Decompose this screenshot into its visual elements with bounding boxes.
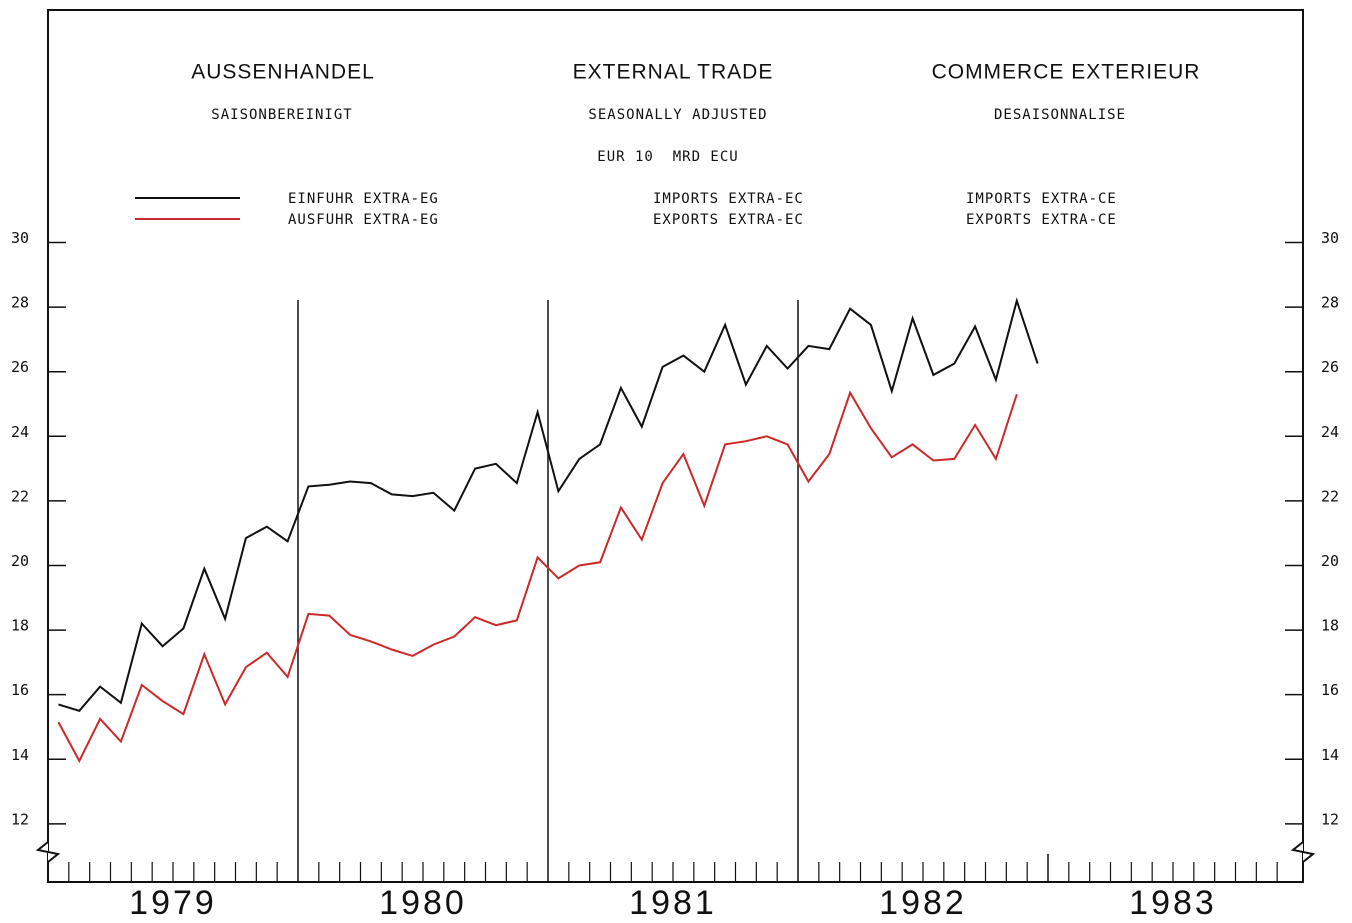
subtitle-en: SEASONALLY ADJUSTED bbox=[588, 107, 767, 123]
x-tick-label: 1979 bbox=[129, 884, 217, 922]
y-tick-label: 28 bbox=[1321, 294, 1339, 312]
y-tick-label: 30 bbox=[11, 229, 29, 247]
y-tick-label: 22 bbox=[11, 487, 29, 505]
x-tick-label: 1981 bbox=[629, 884, 717, 922]
y-tick-label: 22 bbox=[1321, 487, 1339, 505]
x-tick-label: 1983 bbox=[1129, 884, 1217, 922]
y-tick-label: 16 bbox=[1321, 681, 1339, 699]
y-tick-label: 18 bbox=[11, 617, 29, 635]
y-tick-label: 18 bbox=[1321, 617, 1339, 635]
legend-label: EINFUHR EXTRA-EG bbox=[288, 191, 439, 207]
y-tick-label: 28 bbox=[11, 294, 29, 312]
y-tick-label: 24 bbox=[11, 423, 29, 441]
legend-label: IMPORTS EXTRA-CE bbox=[966, 191, 1117, 207]
axis-break bbox=[1290, 841, 1316, 863]
subtitle-fr: DESAISONNALISE bbox=[994, 107, 1126, 123]
legend-label: EXPORTS EXTRA-CE bbox=[966, 212, 1117, 228]
axis-break bbox=[35, 841, 61, 863]
y-tick-label: 16 bbox=[11, 681, 29, 699]
y-tick-label: 20 bbox=[1321, 552, 1339, 570]
title-en: EXTERNAL TRADE bbox=[573, 61, 774, 84]
y-tick-label: 26 bbox=[11, 358, 29, 376]
legend-label: IMPORTS EXTRA-EC bbox=[653, 191, 804, 207]
y-tick-label: 24 bbox=[1321, 423, 1339, 441]
data-line bbox=[57, 390, 1018, 764]
y-tick-label: 12 bbox=[1321, 810, 1339, 828]
y-tick-label: 26 bbox=[1321, 358, 1339, 376]
legend-label: EXPORTS EXTRA-EC bbox=[653, 212, 804, 228]
frame bbox=[47, 9, 1304, 883]
subtitle-de: SAISONBEREINIGT bbox=[211, 107, 352, 123]
y-tick-label: 30 bbox=[1321, 229, 1339, 247]
y-tick-label: 14 bbox=[11, 746, 29, 764]
x-tick-label: 1982 bbox=[879, 884, 967, 922]
x-tick-label: 1980 bbox=[379, 884, 467, 922]
title-fr: COMMERCE EXTERIEUR bbox=[932, 61, 1201, 84]
unit: EUR 10 MRD ECU bbox=[597, 149, 738, 165]
legend-label: AUSFUHR EXTRA-EG bbox=[288, 212, 439, 228]
data-line bbox=[58, 297, 1039, 712]
title-de: AUSSENHANDEL bbox=[191, 61, 375, 84]
y-tick-label: 20 bbox=[11, 552, 29, 570]
y-tick-label: 12 bbox=[11, 810, 29, 828]
y-tick-label: 14 bbox=[1321, 746, 1339, 764]
